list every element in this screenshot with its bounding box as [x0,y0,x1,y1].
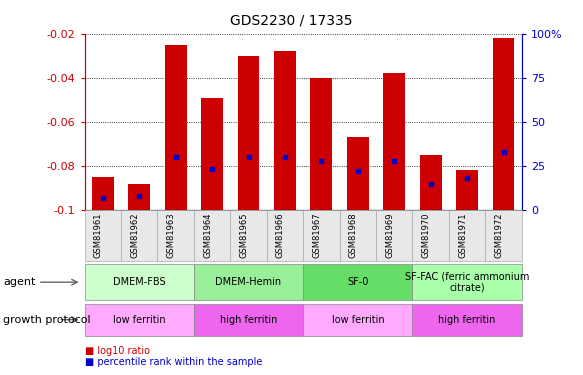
Bar [274,51,296,210]
Text: low ferritin: low ferritin [113,315,166,325]
Text: DMEM-Hemin: DMEM-Hemin [216,277,282,287]
Bar [128,183,150,210]
Text: GSM81971: GSM81971 [458,213,467,258]
Bar [384,74,405,210]
Bar [201,98,223,210]
Text: high ferritin: high ferritin [438,315,496,325]
Text: GSM81965: GSM81965 [240,213,248,258]
Bar [164,45,187,210]
Text: GDS2230 / 17335: GDS2230 / 17335 [230,13,353,27]
Text: GSM81961: GSM81961 [94,213,103,258]
Text: low ferritin: low ferritin [332,315,384,325]
Text: agent: agent [3,277,36,287]
Text: high ferritin: high ferritin [220,315,277,325]
Text: GSM81968: GSM81968 [349,213,358,258]
Text: SF-0: SF-0 [347,277,368,287]
Text: GSM81969: GSM81969 [385,213,394,258]
Text: ■ log10 ratio: ■ log10 ratio [85,346,149,356]
Text: ■ percentile rank within the sample: ■ percentile rank within the sample [85,357,262,367]
Bar [92,177,114,210]
Text: DMEM-FBS: DMEM-FBS [113,277,166,287]
Bar [238,56,259,210]
Text: GSM81972: GSM81972 [494,213,504,258]
Bar [493,38,514,210]
Text: SF-FAC (ferric ammonium
citrate): SF-FAC (ferric ammonium citrate) [405,272,529,293]
Text: growth protocol: growth protocol [3,315,90,325]
Bar [347,137,368,210]
Text: GSM81964: GSM81964 [203,213,212,258]
Text: GSM81962: GSM81962 [130,213,139,258]
Text: GSM81966: GSM81966 [276,213,285,258]
Text: GSM81967: GSM81967 [312,213,321,258]
Bar [420,155,442,210]
Text: GSM81963: GSM81963 [167,213,175,258]
Bar [456,170,478,210]
Bar [310,78,332,210]
Text: GSM81970: GSM81970 [422,213,431,258]
